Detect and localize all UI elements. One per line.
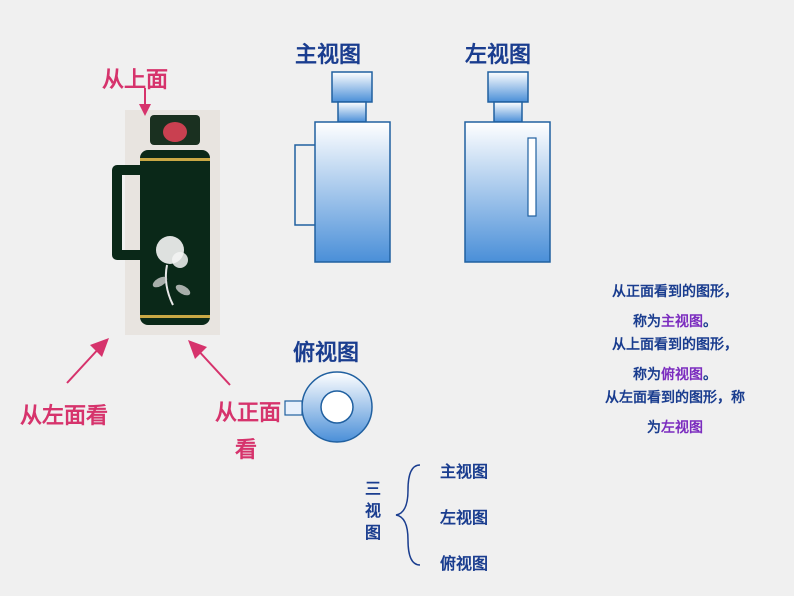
desc-line-6: 为左视图 [570, 416, 780, 438]
tree-item-1: 主视图 [440, 458, 488, 482]
desc-line-1: 从正面看到的图形， [570, 280, 780, 302]
left-view-title: 左视图 [465, 37, 531, 69]
thermos-flask [105, 110, 235, 340]
desc-line-3: 从上面看到的图形， [570, 333, 780, 355]
description-block: 从正面看到的图形， 称为主视图。 从上面看到的图形， 称为俯视图。 从左面看到的… [570, 280, 780, 438]
from-front-label-1: 从正面 [215, 395, 281, 427]
arrow-front [180, 335, 235, 390]
top-view-diagram [275, 365, 385, 455]
arrow-left [62, 333, 117, 388]
from-left-label: 从左面看 [20, 398, 108, 430]
from-front-label-2: 看 [235, 432, 257, 464]
tree-item-3: 俯视图 [440, 550, 488, 574]
desc-line-5: 从左面看到的图形，称 [570, 386, 780, 408]
tree-item-2: 左视图 [440, 504, 488, 528]
left-view-diagram [450, 70, 560, 270]
desc-line-4: 称为俯视图。 [570, 363, 780, 385]
tree-structure [380, 455, 435, 580]
front-view-title: 主视图 [295, 37, 361, 69]
arrow-top [130, 88, 160, 118]
tree-title: 三视图 [358, 480, 378, 546]
front-view-diagram [280, 70, 410, 270]
top-view-title: 俯视图 [293, 335, 359, 367]
desc-line-2: 称为主视图。 [570, 310, 780, 332]
